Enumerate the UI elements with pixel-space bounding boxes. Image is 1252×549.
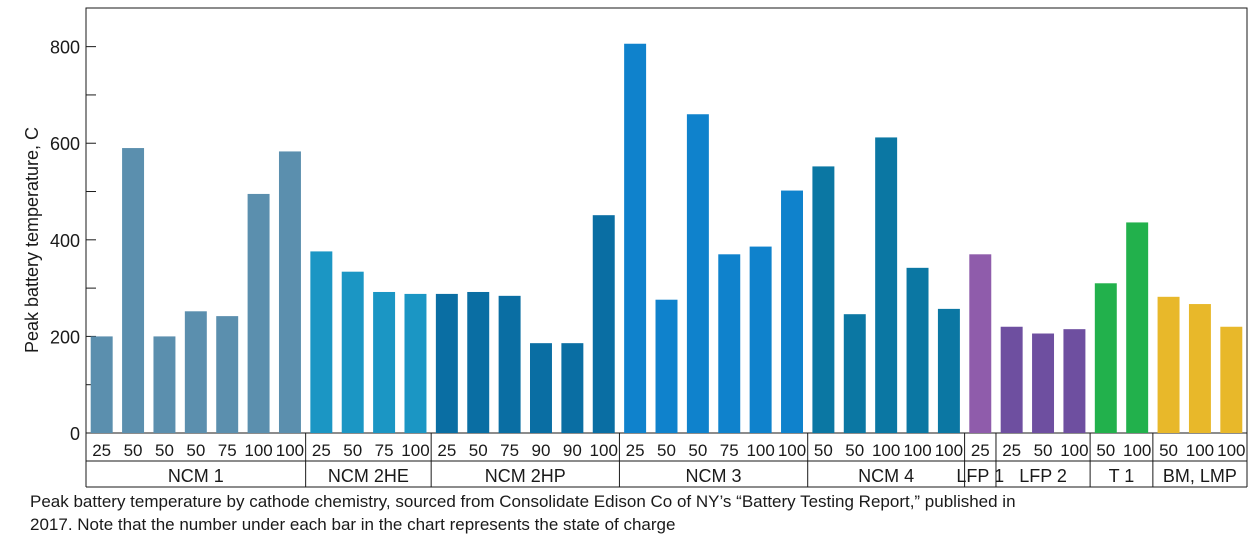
category-label: 100 [746, 441, 774, 460]
bar [718, 254, 741, 433]
category-label: 25 [437, 441, 456, 460]
group-label: BM, LMP [1163, 466, 1237, 486]
bar [592, 215, 615, 433]
category-label: 50 [469, 441, 488, 460]
category-label: 75 [218, 441, 237, 460]
category-label: 50 [814, 441, 833, 460]
group-label: NCM 1 [168, 466, 224, 486]
bar [906, 267, 929, 433]
category-label: 50 [343, 441, 362, 460]
y-axis: 0 200 400 600 800 [50, 38, 96, 444]
bar [875, 137, 898, 433]
bars [90, 43, 1243, 433]
bar [624, 43, 647, 433]
category-label: 50 [845, 441, 864, 460]
y-tick-label: 600 [50, 134, 80, 154]
group-label: T 1 [1109, 466, 1135, 486]
bar [404, 293, 427, 433]
bar [153, 336, 176, 433]
category-label: 50 [657, 441, 676, 460]
bar [373, 291, 396, 433]
category-label: 25 [92, 441, 111, 460]
category-label: 90 [563, 441, 582, 460]
category-label: 100 [872, 441, 900, 460]
category-label: 25 [971, 441, 990, 460]
category-label: 25 [626, 441, 645, 460]
category-label: 50 [124, 441, 143, 460]
bar [184, 311, 207, 433]
category-label: 100 [1060, 441, 1088, 460]
category-label: 100 [401, 441, 429, 460]
category-label: 100 [244, 441, 272, 460]
category-label: 50 [1159, 441, 1178, 460]
bar [310, 251, 333, 433]
y-tick-label: 200 [50, 327, 80, 347]
bar [1188, 304, 1211, 433]
bar [90, 336, 113, 433]
group-label: NCM 2HP [485, 466, 566, 486]
category-label: 100 [590, 441, 618, 460]
category-label: 50 [1096, 441, 1115, 460]
category-label: 75 [500, 441, 519, 460]
category-label: 50 [1034, 441, 1053, 460]
y-tick-label: 800 [50, 38, 80, 58]
bar [498, 295, 521, 433]
category-label: 50 [155, 441, 174, 460]
bar [1220, 326, 1243, 433]
group-label: NCM 4 [858, 466, 914, 486]
bar [749, 246, 772, 433]
bar [530, 343, 552, 433]
bar [1126, 222, 1149, 433]
category-label: 90 [532, 441, 551, 460]
bar [247, 193, 270, 433]
bar [278, 151, 301, 433]
category-label: 100 [1123, 441, 1151, 460]
category-label: 50 [688, 441, 707, 460]
bar [1063, 329, 1086, 433]
category-label: 100 [903, 441, 931, 460]
group-label: NCM 2HE [328, 466, 409, 486]
group-label: LFP 1 [956, 466, 1004, 486]
category-label: 100 [935, 441, 963, 460]
bar [467, 291, 490, 433]
bar [1032, 333, 1055, 433]
category-label: 100 [778, 441, 806, 460]
bar [1157, 296, 1180, 433]
bar [435, 293, 458, 433]
y-axis-label: Peak battery temperature, C [22, 127, 42, 353]
bar [969, 254, 992, 433]
group-label: LFP 2 [1019, 466, 1067, 486]
bar [781, 190, 803, 433]
bar [655, 299, 678, 433]
bar [341, 271, 364, 433]
group-label: NCM 3 [686, 466, 742, 486]
category-label: 25 [312, 441, 331, 460]
category-label: 50 [186, 441, 205, 460]
bar [812, 166, 835, 433]
bar [122, 148, 145, 433]
y-tick-label: 0 [70, 424, 80, 444]
bar [937, 308, 960, 433]
category-label: 25 [1002, 441, 1021, 460]
chart-caption: Peak battery temperature by cathode chem… [30, 490, 1230, 536]
bar [1094, 283, 1117, 433]
y-tick-label: 400 [50, 231, 80, 251]
category-label: 75 [720, 441, 739, 460]
bar [561, 343, 584, 433]
category-label: 100 [276, 441, 304, 460]
caption-line-2: 2017. Note that the number under each ba… [30, 515, 676, 534]
category-label: 100 [1186, 441, 1214, 460]
bar [1000, 326, 1023, 433]
category-label: 100 [1217, 441, 1245, 460]
bar [843, 314, 866, 433]
category-label: 75 [375, 441, 394, 460]
caption-line-1: Peak battery temperature by cathode chem… [30, 492, 1016, 511]
bar [686, 114, 709, 433]
bar [216, 316, 239, 433]
